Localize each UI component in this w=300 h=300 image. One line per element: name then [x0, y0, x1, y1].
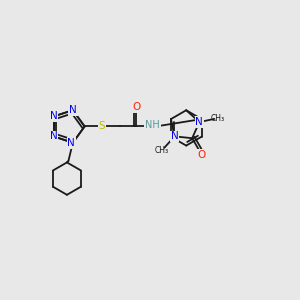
- Text: N: N: [50, 131, 58, 142]
- Text: NH: NH: [145, 120, 160, 130]
- Text: N: N: [68, 138, 75, 148]
- Text: N: N: [69, 105, 77, 115]
- Text: CH₃: CH₃: [211, 114, 225, 123]
- Text: N: N: [171, 131, 178, 141]
- Text: CH₃: CH₃: [155, 146, 169, 155]
- Text: N: N: [196, 117, 203, 127]
- Text: O: O: [132, 102, 140, 112]
- Text: S: S: [98, 122, 105, 131]
- Text: N: N: [50, 111, 58, 122]
- Text: O: O: [198, 150, 206, 160]
